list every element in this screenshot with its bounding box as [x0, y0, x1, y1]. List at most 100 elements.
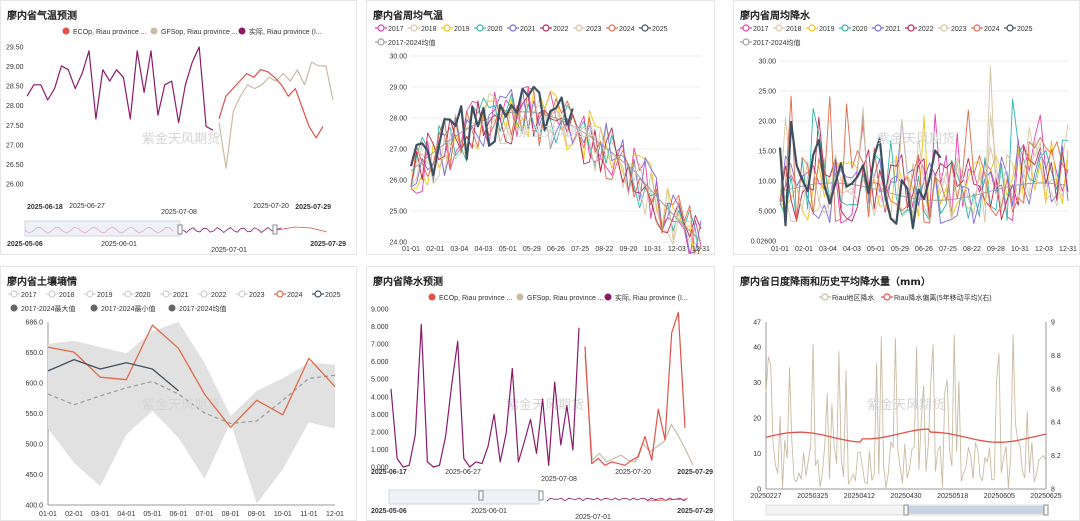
- legend-actual: 实际, Riau province (I...: [615, 293, 688, 302]
- y-tick-label-right: 9: [1051, 320, 1055, 327]
- y-tick-label: 40: [753, 344, 761, 351]
- series-y2024-line: [410, 87, 702, 254]
- navigator-actual-line: [546, 497, 688, 502]
- y-tick-label: 650.0: [25, 350, 43, 357]
- legend-year-2018: 2018: [786, 26, 802, 33]
- legend-max: 2017-2024最大值: [21, 304, 75, 313]
- navigator-handle-right: [538, 490, 544, 501]
- y-tick-label: 47: [753, 320, 761, 327]
- x-tick-label: 20250412: [844, 493, 875, 500]
- x-tick-label: 02-01: [65, 511, 83, 518]
- weekly-rain-panel: 廖内省周均降水 2017 2018 2019 2020 2021 2022 2023 2024…: [733, 0, 1080, 255]
- x-tick-label: 03-04: [450, 246, 468, 253]
- y-tick-label: 29.00: [389, 85, 407, 92]
- x-tick-label: 2025-07-20: [253, 203, 289, 210]
- x-tick-label: 12-01: [326, 511, 344, 518]
- legend-year-2022-marker-circle: [200, 290, 208, 298]
- legend-ecop: ECOp, Riau province ...: [439, 295, 513, 302]
- legend-min: 2017-2024最小值: [101, 304, 155, 313]
- y-tick-label: 9.000: [371, 307, 389, 314]
- daily-rain-chart[interactable]: Riau地区降水 Riau降水偏离(5年移动平均)(右) 47 40 30 20 10 0 9 8…: [734, 267, 1080, 521]
- y-tick-label: 450.0: [25, 472, 43, 479]
- y-tick-label: 550.0: [25, 411, 43, 418]
- legend-year-2023-marker-circle: [575, 24, 583, 32]
- legend-year-2020: 2020: [135, 292, 151, 299]
- series-y2019-line: [779, 115, 1069, 221]
- series-y2024-line: [47, 324, 336, 428]
- y-tick-label: 500.0: [25, 442, 43, 449]
- x-tick-label: 05-01: [143, 511, 161, 518]
- y-tick-label: 0.000: [371, 465, 389, 472]
- legend-year-2021-marker-circle: [509, 24, 517, 32]
- y-tick-label: 30: [753, 380, 761, 387]
- x-tick-label: 08-01: [222, 511, 240, 518]
- series-y2020-line: [779, 98, 1069, 222]
- y-tick-label-right: 8.6: [1051, 386, 1061, 393]
- navigator-handle-right: [1043, 504, 1049, 516]
- y-tick-label: 10.00: [758, 179, 776, 186]
- navigator-handle-left: [177, 224, 183, 235]
- x-tick-label: 05-01: [499, 246, 517, 253]
- series-y2020-line: [410, 93, 700, 254]
- legend-year-2021-marker-circle: [874, 24, 882, 32]
- x-tick-label: 2025-07-29: [295, 204, 331, 211]
- y-tick-label: 27.50: [6, 123, 24, 130]
- series-y2019-line: [410, 87, 695, 254]
- y-tick-label: 25.00: [758, 89, 776, 96]
- x-tick-label: 06-01: [170, 511, 188, 518]
- rain-forecast-panel: 廖内省降水预测 ECOp, Riau province ... GFSop, Ri…: [366, 266, 715, 521]
- y-tick-label-right: 8.2: [1051, 453, 1061, 460]
- watermark-text: 紫金天风期货: [506, 397, 584, 413]
- navigator-window: [388, 489, 540, 505]
- legend-average: 2017-2024均值: [753, 38, 800, 47]
- legend-year-2022: 2022: [553, 26, 569, 33]
- series-y2023-spike: [984, 66, 997, 207]
- legend-gfsop: GFSop, Riau province ...: [527, 295, 604, 302]
- x-tick-label: 01-01: [39, 511, 57, 518]
- y-tick-label: 5.000: [371, 377, 389, 384]
- soil-panel: 廖内省土壤墒情 2017 2018 2019 2020 2021 2022 2023 2024…: [0, 266, 357, 521]
- rain-forecast-chart[interactable]: ECOp, Riau province ... GFSop, Riau provi…: [367, 267, 715, 521]
- y-tick-label: 26.00: [6, 182, 24, 189]
- legend-year-2023: 2023: [951, 26, 967, 33]
- legend-year-2024-marker-circle: [608, 24, 616, 32]
- y-tick-label: 27.00: [389, 147, 407, 154]
- y-tick-label: 28.50: [6, 84, 24, 91]
- legend-daily-rain: Riau地区降水: [832, 293, 874, 302]
- legend-year-2022-marker-circle: [907, 24, 915, 32]
- legend-year-2018: 2018: [421, 26, 437, 33]
- y-tick-label-right: 8: [1051, 487, 1055, 494]
- legend-year-2018: 2018: [59, 292, 75, 299]
- series-actual-line: [26, 46, 214, 131]
- legend-year-2019-marker-circle: [808, 24, 816, 32]
- legend-year-2023: 2023: [586, 26, 602, 33]
- legend-year-2019-marker-circle: [86, 290, 94, 298]
- weekly-rain-chart[interactable]: 2017 2018 2019 2020 2021 2022 2023 2024 2025 2017…: [734, 1, 1080, 255]
- soil-chart[interactable]: 2017 2018 2019 2020 2021 2022 2023 2024 2025 2017…: [1, 267, 357, 521]
- x-tick-label: 2025-06-18: [27, 204, 63, 211]
- y-tick-label: 600.0: [25, 381, 43, 388]
- y-tick-label-right: 8.4: [1051, 420, 1061, 427]
- series-y2022-line: [779, 116, 1069, 223]
- weekly-temp-chart[interactable]: 2017 2018 2019 2020 2021 2022 2023 2024 2025 2017…: [367, 1, 715, 255]
- x-tick-label: 01-01: [402, 246, 420, 253]
- series-y2022-line: [410, 95, 702, 238]
- navigator-label: 2025-06-01: [471, 508, 507, 515]
- legend-year-2019-marker-circle: [443, 24, 451, 32]
- legend-year-2025-marker-circle: [641, 24, 649, 32]
- navigator-label: 2025-07-29: [310, 241, 346, 248]
- legend-year-2019: 2019: [97, 292, 113, 299]
- legend-deviation-marker-circle: [883, 293, 891, 301]
- x-tick-label: 05-29: [891, 246, 909, 253]
- navigator-label: 2025-05-06: [7, 241, 43, 248]
- series-gfsop-line: [584, 354, 694, 466]
- y-tick-label: 0: [757, 487, 761, 494]
- temp-forecast-chart[interactable]: ECOp, Riau province ... GFSop, Riau provi…: [1, 1, 357, 255]
- x-tick-label: 2025-07-08: [161, 209, 197, 216]
- x-tick-label: 04-01: [117, 511, 135, 518]
- legend-year-2022-marker-circle: [542, 24, 550, 32]
- x-tick-label: 06-26: [915, 246, 933, 253]
- legend-year-2022: 2022: [918, 26, 934, 33]
- y-tick-label: 4.000: [371, 394, 389, 401]
- x-tick-label: 09-01: [248, 511, 266, 518]
